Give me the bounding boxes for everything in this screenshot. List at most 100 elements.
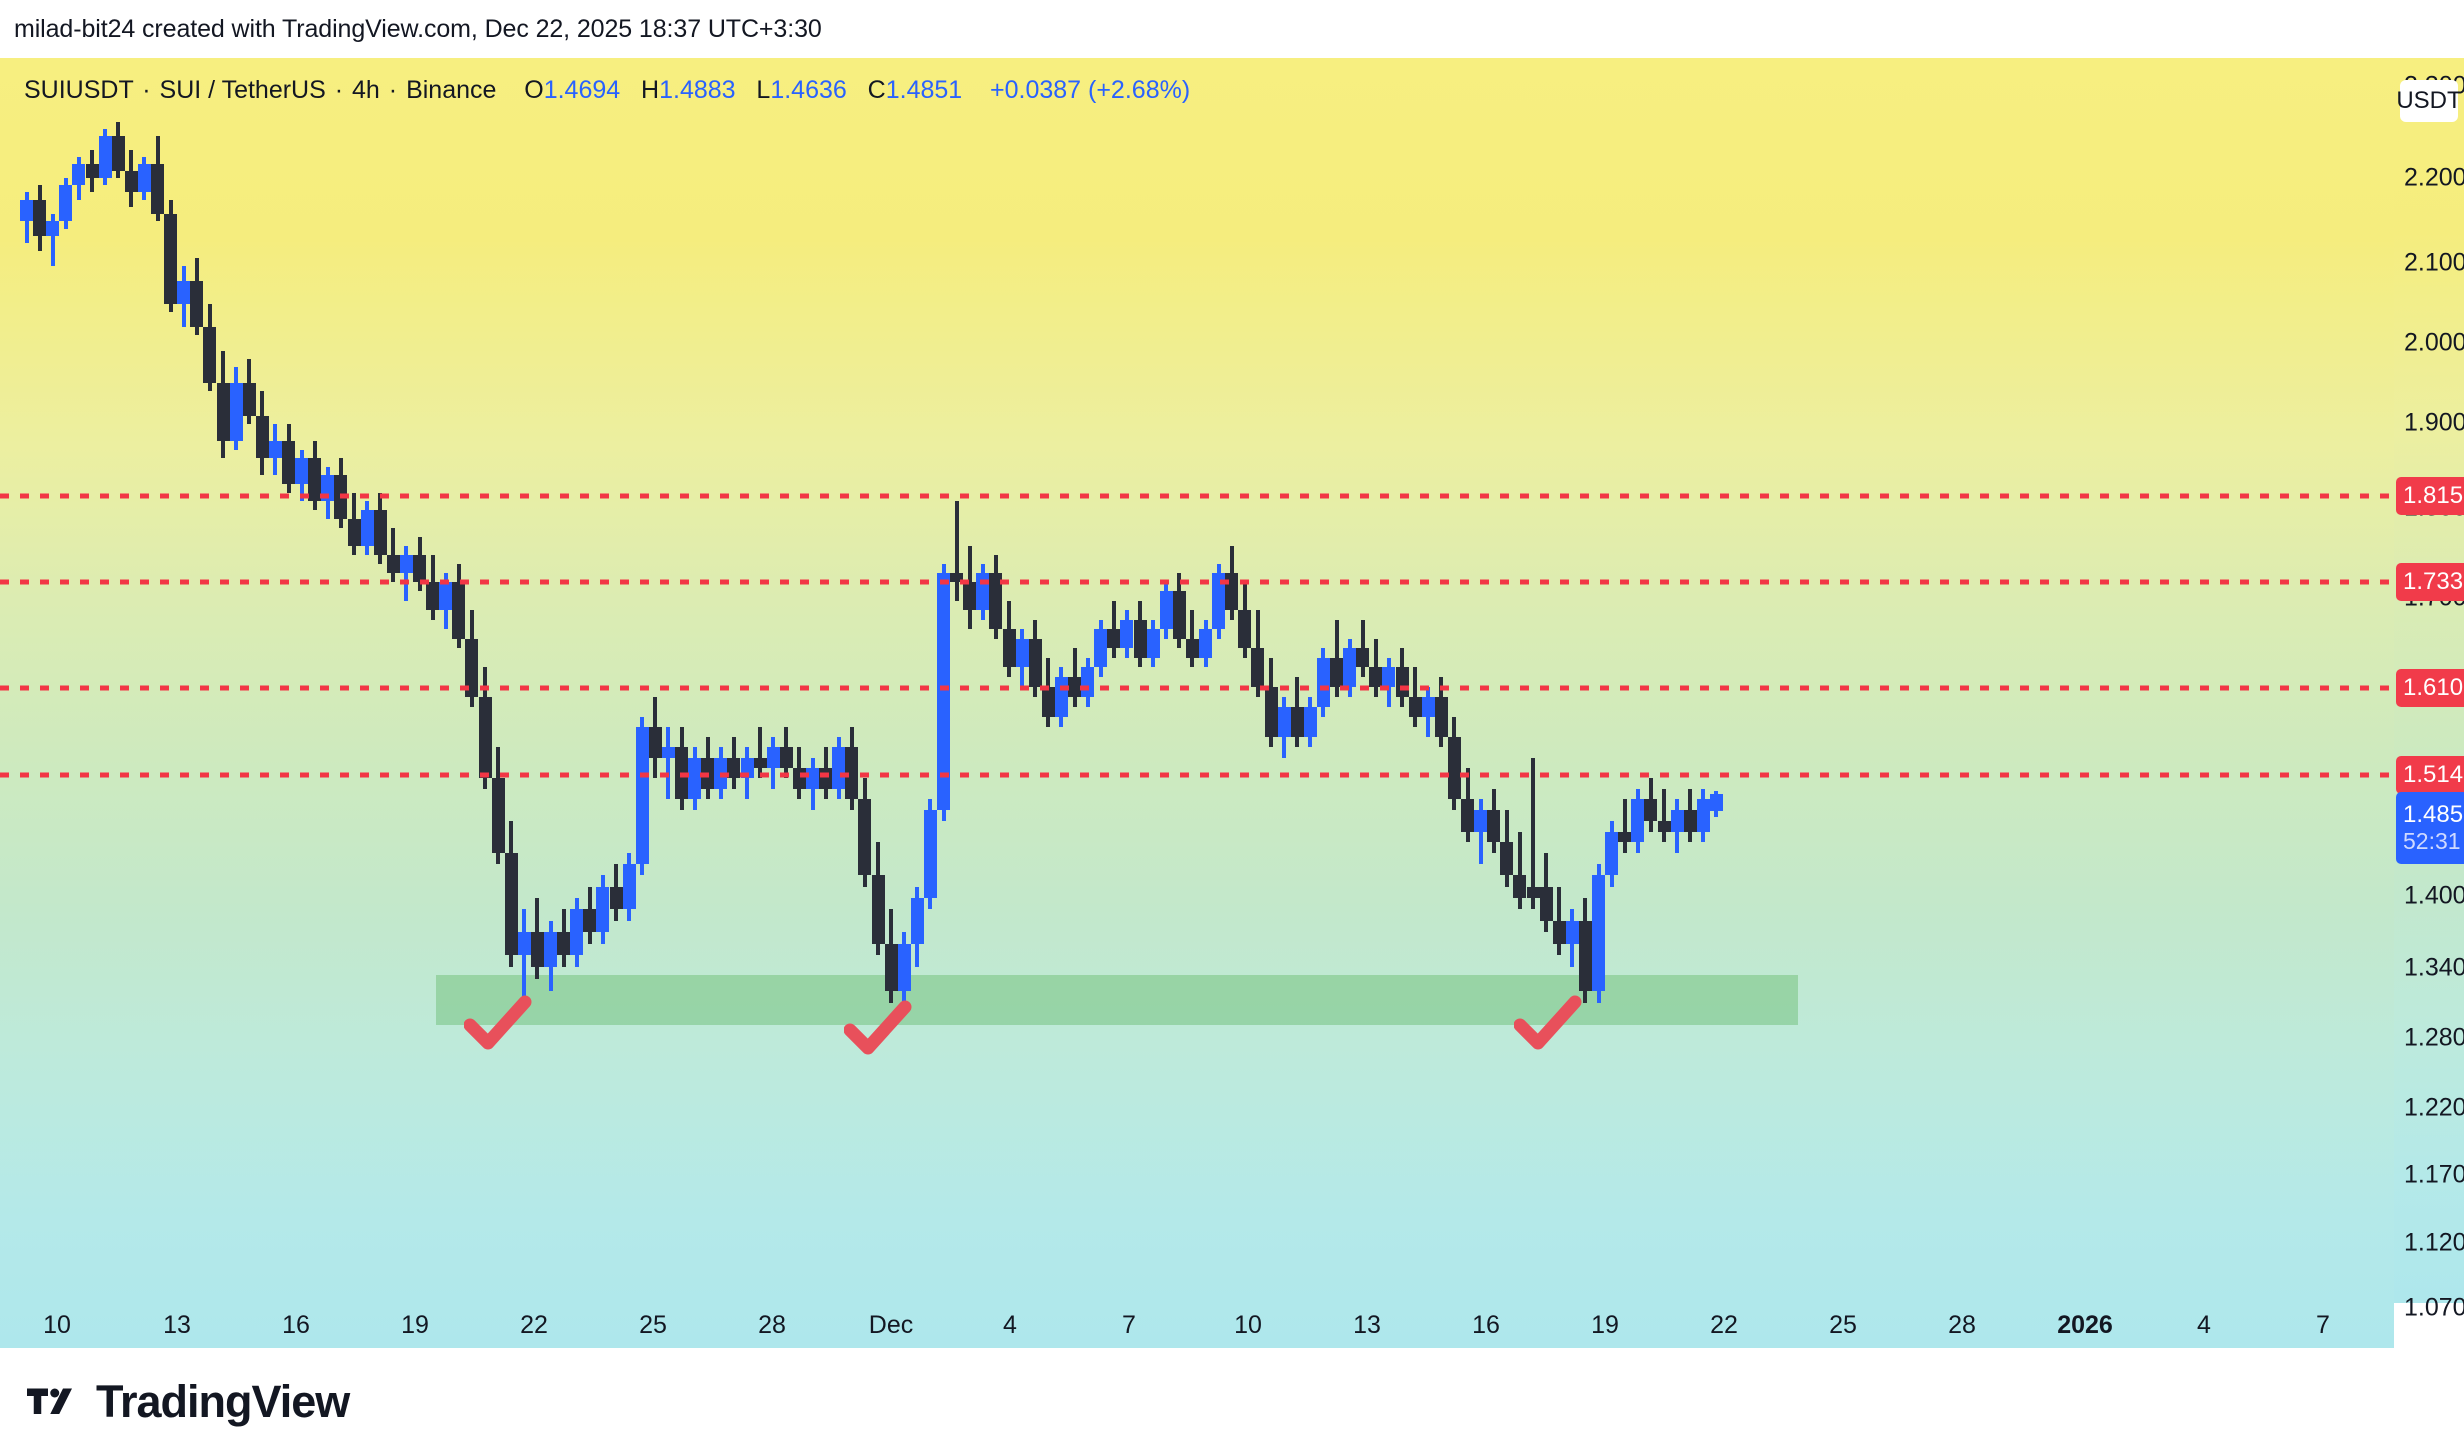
candle-body [177, 281, 191, 305]
badge-value: 1.8155 [2403, 482, 2464, 509]
candle-body [1670, 810, 1684, 832]
legend-low-value: 1.4636 [770, 76, 847, 104]
candle-body [295, 458, 309, 484]
candle-body [1395, 667, 1409, 697]
currency-badge[interactable]: USDT [2396, 80, 2462, 122]
candle-body [1487, 810, 1501, 843]
resistance-1-6102[interactable] [0, 685, 2394, 691]
candle-body [1592, 875, 1605, 991]
candle-wick [758, 727, 763, 779]
candle-body [1421, 696, 1435, 717]
candle-body [1461, 799, 1474, 832]
time-axis[interactable]: 10 13 16 19 22 25 28 Dec 4 7 10 13 16 19 22 25 28 2026 4 7 [0, 1303, 2394, 1348]
candle-body [98, 135, 112, 178]
candle-body [596, 886, 610, 933]
candle-body [386, 554, 400, 573]
checkmark-touch-3[interactable] [1513, 995, 1582, 1056]
level-price-badge[interactable]: 1.8155 [2396, 477, 2464, 515]
candle-body [1002, 629, 1016, 668]
price-tick: 1.1700 [2404, 1160, 2464, 1189]
candle-body [20, 199, 33, 222]
symbol-legend[interactable]: SUIUSDT · SUI / TetherUS · 4h · Binance … [24, 76, 1190, 105]
candle-body [688, 757, 702, 800]
legend-interval[interactable]: 4h [352, 76, 380, 104]
time-tick: 4 [2197, 1311, 2211, 1339]
candle-body [111, 135, 125, 171]
candle-body [832, 747, 846, 789]
candle-body [1159, 591, 1173, 629]
candle-body [413, 554, 426, 583]
candle-body [1644, 799, 1658, 821]
candle-body [622, 864, 636, 910]
candle-wick [666, 727, 671, 800]
current-price-badge[interactable]: 1.485152:31 [2396, 792, 2464, 864]
candle-wick [1662, 788, 1666, 843]
candle-body [439, 582, 453, 611]
badge-value: 1.4851 [2403, 800, 2464, 828]
level-price-badge[interactable]: 1.6102 [2396, 669, 2464, 707]
candle-body [1290, 706, 1304, 738]
price-tick: 1.4000 [2404, 881, 2464, 910]
tradingview-logo[interactable]: TradingView [24, 1375, 350, 1429]
price-tick: 1.2800 [2404, 1023, 2464, 1052]
bar-countdown: 52:31 [2403, 827, 2461, 854]
candle-body [1434, 696, 1448, 738]
level-price-badge[interactable]: 1.7333 [2396, 563, 2464, 601]
legend-close-label: C [867, 76, 886, 104]
price-tick: 2.2000 [2404, 163, 2464, 192]
time-tick: 13 [163, 1311, 191, 1339]
candle-body [910, 897, 924, 944]
candle-body [1513, 875, 1527, 898]
candle-body [59, 185, 73, 222]
candle-wick [522, 909, 527, 1003]
candle-wick [1622, 799, 1627, 854]
candle-body [1565, 920, 1579, 944]
candle-body [1316, 657, 1330, 707]
candle-body [544, 932, 557, 967]
candle-body [360, 510, 374, 546]
legend-open-value: 1.4694 [543, 76, 621, 104]
checkmark-touch-1[interactable] [463, 995, 532, 1056]
checkmark-touch-2[interactable] [843, 1000, 912, 1061]
price-tick: 1.9000 [2404, 408, 2464, 437]
candle-body [465, 638, 479, 697]
candle-body [1539, 886, 1553, 921]
candle-body [557, 932, 571, 956]
candle-body [151, 163, 164, 215]
time-tick: 16 [1472, 1311, 1500, 1339]
time-tick: 10 [1234, 1311, 1262, 1339]
candle-body [1054, 677, 1068, 717]
badge-value: 1.5148 [2403, 761, 2464, 788]
candle-body [268, 441, 282, 459]
time-tick: 4 [1003, 1311, 1017, 1339]
level-price-badge[interactable]: 1.5148 [2396, 756, 2464, 794]
candle-body [661, 747, 675, 758]
candle-body [1382, 667, 1396, 688]
candle-body [1500, 842, 1514, 876]
candle-body [216, 383, 230, 442]
time-tick: 28 [1948, 1311, 1976, 1339]
candle-wick [1478, 799, 1483, 865]
candle-body [124, 170, 138, 193]
candle-body [570, 909, 584, 956]
candle-body [1172, 591, 1186, 639]
candle-body [530, 932, 544, 967]
candle-body [963, 582, 977, 611]
resistance-1-8155[interactable] [0, 493, 2394, 499]
candle-body [1094, 629, 1108, 668]
candle-body [242, 383, 256, 417]
candle-body [1264, 687, 1278, 738]
candlestick-series[interactable] [0, 58, 2394, 1303]
resistance-1-7333[interactable] [0, 579, 2394, 585]
legend-symbol[interactable]: SUIUSDT [24, 76, 134, 104]
candle-body [1369, 667, 1383, 688]
candle-body [1605, 831, 1619, 876]
candle-body [884, 943, 898, 991]
candle-wick [1531, 757, 1535, 910]
candle-body [1526, 886, 1540, 898]
candle-body [72, 163, 86, 186]
price-tick: 1.0700 [2404, 1293, 2464, 1322]
legend-exchange: Binance [406, 76, 497, 104]
resistance-1-5148[interactable] [0, 772, 2394, 778]
candle-body [1578, 920, 1592, 991]
